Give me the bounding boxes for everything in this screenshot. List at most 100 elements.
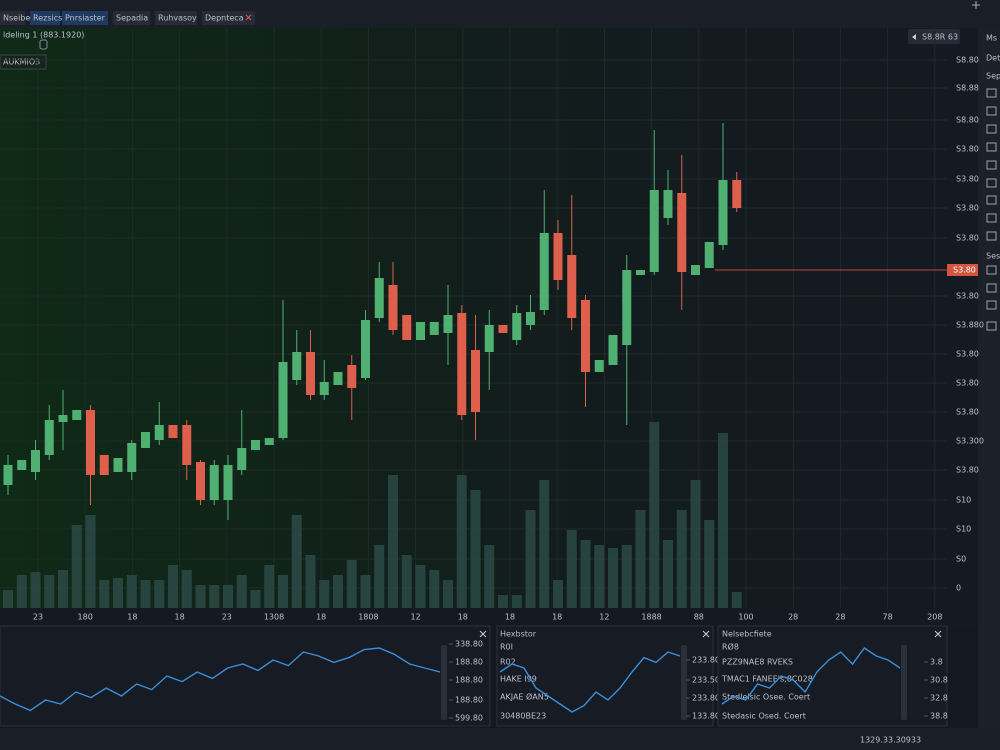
volume-bar (333, 575, 343, 608)
tab-label: Pnrsiaster (65, 14, 106, 23)
y-tick-label: S3.80 (956, 350, 979, 359)
x-tick-label: 1808 (358, 613, 378, 622)
x-tick-label: 18 (127, 613, 137, 622)
price-badge-box[interactable] (908, 29, 960, 44)
volume-bar (85, 515, 96, 608)
sidebar-icon[interactable] (986, 265, 997, 275)
x-tick-label: 28 (835, 613, 845, 622)
y-tick-label: 599.80 (455, 714, 483, 723)
sidebar-icon[interactable] (986, 321, 997, 331)
candle-body (388, 285, 398, 330)
candle-body (622, 270, 632, 345)
sidebar-icon[interactable] (986, 160, 997, 170)
sidebar-icon[interactable] (986, 231, 997, 241)
x-tick-label: 28 (788, 613, 798, 622)
candle-body (704, 242, 714, 268)
candle-body (539, 233, 549, 310)
panel-scroll[interactable] (901, 645, 907, 720)
sidebar-icon[interactable] (986, 124, 997, 134)
candle-body (581, 300, 590, 372)
candle-body (718, 180, 728, 245)
panel-scroll[interactable] (681, 645, 687, 720)
candle-body (457, 313, 467, 415)
candle-body (168, 425, 178, 438)
candle-body (512, 313, 522, 340)
sidebar-icon[interactable] (986, 213, 997, 223)
time-axis (0, 608, 947, 626)
panel-close[interactable] (702, 630, 710, 638)
tab[interactable] (113, 11, 150, 25)
y-tick-label: 188.80 (455, 696, 483, 705)
sidebar-icon[interactable] (986, 106, 997, 116)
volume-bar (44, 575, 55, 608)
panel-label: AKJAE ØAN5 (500, 692, 549, 702)
status-text: 1329.33.30933 (860, 736, 921, 745)
volume-bar (608, 548, 618, 608)
sidebar-icon[interactable] (986, 195, 997, 205)
sidebar-icon[interactable] (986, 283, 997, 293)
tab-close[interactable] (245, 14, 252, 21)
panel-close[interactable] (934, 630, 942, 638)
tab[interactable] (30, 11, 60, 25)
volume-bar (181, 570, 192, 608)
volume-bar (566, 530, 577, 608)
tab[interactable] (202, 11, 255, 25)
y-tick-label: 188.80 (455, 658, 483, 667)
panel-label: R0I (500, 643, 513, 652)
volume-bar (236, 575, 247, 608)
sidebar-icon[interactable] (986, 300, 997, 310)
candle-body (154, 425, 164, 440)
y-tick-label: 233.80 (692, 694, 720, 703)
candle-body (732, 180, 742, 208)
candle-body (278, 362, 288, 438)
volume-bar (319, 580, 330, 608)
panel-close[interactable] (479, 630, 487, 638)
lock-icon[interactable] (39, 39, 48, 50)
tab[interactable] (0, 11, 25, 25)
x-tick-label: 180 (78, 613, 93, 622)
volume-bar (676, 510, 687, 608)
candle-body (141, 432, 150, 448)
x-tick-label: 18 (552, 613, 562, 622)
y-tick-label: S3.80 (956, 204, 979, 213)
volume-bar (731, 592, 742, 608)
x-tick-label: 208 (927, 613, 942, 622)
candle-body (3, 465, 13, 485)
volume-bar (456, 475, 467, 608)
volume-bar (539, 480, 550, 608)
volume-bar (635, 510, 646, 608)
y-tick-label: S3.80 (956, 408, 979, 417)
y-tick-label: S3.80 (956, 379, 979, 388)
sidebar-label: Ms (986, 34, 997, 43)
y-tick-label: 338.80 (455, 640, 483, 649)
panel-title: Nelsebcfiete (722, 630, 772, 639)
sidebar-icon[interactable] (986, 142, 997, 152)
tab-label: Rezsics (33, 14, 62, 23)
candle-body (567, 255, 577, 318)
line-series (499, 651, 681, 713)
tab[interactable] (62, 11, 108, 25)
sidebar-icon[interactable] (986, 178, 997, 188)
sidebar-label: Sestl (986, 252, 1000, 261)
volume-bar (580, 540, 591, 608)
volume-bar (3, 590, 13, 608)
badge-box (0, 54, 47, 70)
status-bar (0, 728, 1000, 750)
panel-scroll[interactable] (441, 645, 447, 720)
y-tick-label: 188.80 (455, 676, 483, 685)
x-tick-label: 18 (316, 613, 326, 622)
candle-body (86, 410, 95, 475)
volume-bar (374, 545, 385, 608)
y-tick-label: S10 (956, 525, 971, 534)
candle-body (237, 448, 247, 470)
sidebar-icon[interactable] (986, 88, 997, 98)
volume-bar (429, 570, 440, 608)
candle-body (264, 438, 274, 445)
tab-label: Depnteca (205, 14, 244, 23)
candle-body (608, 335, 618, 365)
y-tick-label: 30.8 (930, 676, 948, 685)
candle-body (251, 440, 260, 450)
tab[interactable] (155, 11, 197, 25)
panel (496, 625, 714, 727)
price-axis (947, 28, 978, 626)
